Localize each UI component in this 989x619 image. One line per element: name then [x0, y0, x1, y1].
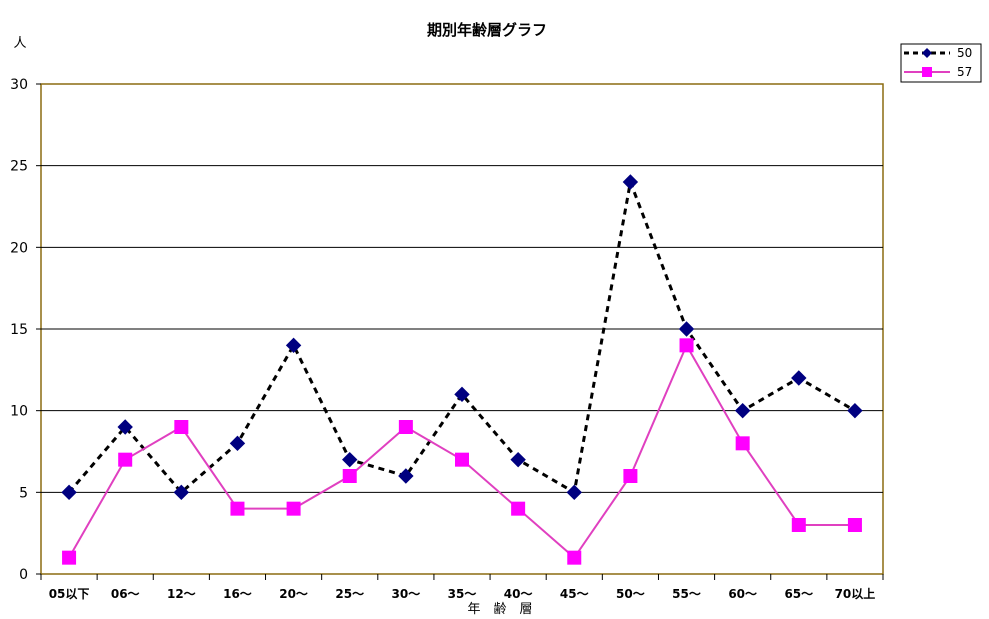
point-57-0: [62, 550, 77, 565]
x-tick-label: 50～: [616, 587, 645, 601]
point-50-11: [678, 321, 695, 337]
point-57-5: [342, 469, 357, 483]
point-50-9: [566, 484, 582, 501]
x-tick-label: 45～: [560, 587, 589, 601]
x-tick-label: 35～: [448, 587, 477, 601]
point-57-6: [398, 420, 413, 434]
legend-marker: [922, 67, 932, 77]
x-tick-label: 12～: [167, 587, 196, 601]
point-50-10: [622, 174, 639, 190]
series-line-50: [67, 176, 856, 495]
point-50-14: [847, 402, 863, 419]
point-50-7: [454, 386, 470, 403]
chart-title: 期別年齢層グラフ: [427, 21, 547, 39]
x-tick-label: 65～: [784, 587, 813, 601]
x-tick-label: 60～: [728, 587, 757, 601]
point-50-0: [61, 484, 77, 501]
y-tick-label: 0: [19, 567, 28, 583]
x-tick-label: 06～: [111, 587, 140, 601]
point-57-14: [847, 518, 862, 532]
point-50-8: [510, 451, 526, 468]
x-tick-label: 16～: [223, 587, 252, 601]
point-57-12: [735, 436, 750, 451]
point-50-2: [173, 484, 190, 501]
y-tick-label: 10: [10, 404, 28, 420]
legend-item-57: 57: [904, 65, 972, 79]
legend-item-50: 50: [904, 46, 972, 60]
x-axis-label: 年 齢 層: [467, 602, 532, 617]
x-tick-label: 55～: [672, 587, 701, 601]
y-tick-label: 15: [10, 322, 28, 338]
y-tick-label: 25: [10, 159, 28, 175]
legend-label: 50: [957, 46, 972, 60]
point-57-3: [230, 501, 245, 516]
point-50-6: [398, 468, 414, 484]
point-57-8: [511, 501, 526, 516]
point-50-5: [342, 451, 358, 468]
point-57-7: [455, 452, 469, 467]
x-tick-label: 25～: [335, 587, 364, 601]
point-57-10: [623, 469, 638, 483]
point-57-4: [286, 501, 301, 516]
point-57-13: [791, 518, 806, 532]
point-50-4: [285, 337, 302, 354]
point-50-1: [117, 419, 133, 435]
x-axis-ticks: 05以下 06～ 12～ 16～ 20～ 25～ 30～ 35～ 40～ 45～ 50～ 55～ 60～…: [40, 574, 884, 601]
x-tick-label: 30～: [392, 587, 421, 601]
legend-box: [900, 43, 982, 83]
point-50-13: [791, 370, 807, 386]
x-tick-label: 70以上: [835, 586, 876, 601]
point-50-12: [734, 402, 751, 419]
y-tick-label: 5: [19, 485, 28, 501]
legend-marker: [922, 48, 932, 58]
x-tick-label: 05以下: [49, 587, 90, 601]
y-tick-label: 20: [10, 240, 28, 256]
series-group: [61, 174, 863, 565]
y-axis-ticks: 0 5 10 15 20 25 30: [10, 77, 41, 583]
x-tick-label: 40～: [504, 587, 533, 601]
y-tick-label: 30: [10, 77, 28, 93]
point-57-11: [679, 338, 694, 353]
legend-label: 57: [957, 65, 972, 79]
y-axis-label: 人: [13, 36, 26, 51]
point-50-3: [229, 435, 246, 452]
point-57-9: [567, 550, 582, 565]
point-57-2: [174, 420, 189, 434]
x-tick-label: 20～: [279, 587, 308, 601]
point-57-1: [118, 452, 133, 467]
